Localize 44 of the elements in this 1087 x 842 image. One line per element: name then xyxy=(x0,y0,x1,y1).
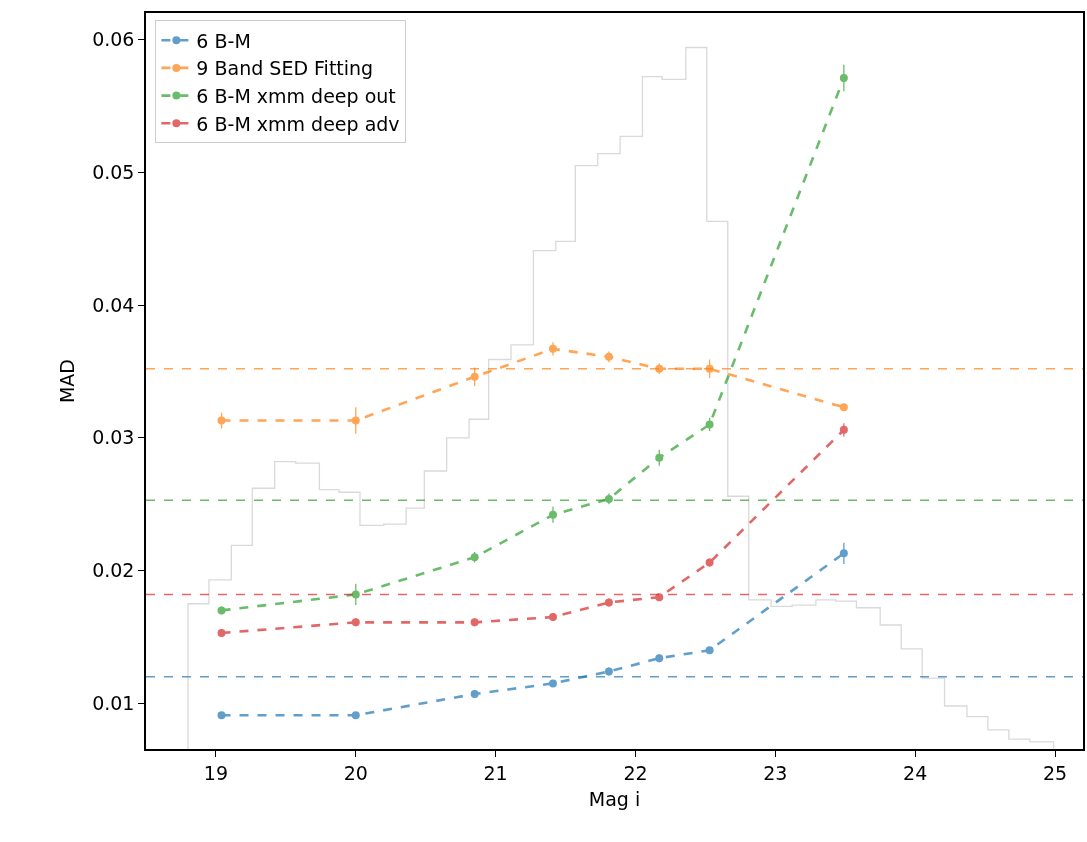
point xyxy=(839,425,848,434)
point xyxy=(351,618,360,627)
legend-label: 9 Band SED Fitting xyxy=(196,57,374,80)
x-tick-label: 22 xyxy=(623,761,648,784)
legend-label: 6 B-M xmm deep out xyxy=(196,85,396,108)
x-tick-label: 21 xyxy=(483,761,508,784)
point xyxy=(470,372,479,381)
legend-label: 6 B-M xmm deep adv xyxy=(196,112,400,135)
point xyxy=(548,344,557,353)
point xyxy=(351,711,360,720)
point xyxy=(655,453,664,462)
y-tick-label: 0.02 xyxy=(92,559,135,582)
point xyxy=(351,416,360,425)
point xyxy=(470,553,479,562)
point xyxy=(655,364,664,373)
point xyxy=(548,613,557,622)
point xyxy=(604,598,613,607)
point xyxy=(604,667,613,676)
point xyxy=(655,593,664,602)
point xyxy=(655,654,664,663)
legend-label: 6 B-M xyxy=(196,29,251,52)
point xyxy=(217,416,226,425)
x-tick-label: 20 xyxy=(343,761,368,784)
point xyxy=(548,510,557,519)
point xyxy=(604,494,613,503)
x-tick-label: 23 xyxy=(763,761,788,784)
x-tick-label: 19 xyxy=(203,761,229,784)
point xyxy=(548,679,557,688)
y-tick-label: 0.05 xyxy=(92,160,135,183)
point xyxy=(839,403,848,412)
point xyxy=(839,74,848,83)
y-tick-label: 0.01 xyxy=(92,691,135,714)
point xyxy=(351,590,360,599)
y-axis-title: MAD xyxy=(56,358,79,404)
x-tick-label: 24 xyxy=(903,761,928,784)
point xyxy=(470,618,479,627)
point xyxy=(604,352,613,361)
x-tick-label: 25 xyxy=(1042,761,1068,784)
y-tick-label: 0.03 xyxy=(92,426,135,449)
point xyxy=(839,549,848,558)
y-tick-label: 0.04 xyxy=(92,293,135,316)
y-tick-label: 0.06 xyxy=(92,28,135,51)
point xyxy=(470,690,479,699)
x-axis-title: Mag i xyxy=(588,787,641,810)
